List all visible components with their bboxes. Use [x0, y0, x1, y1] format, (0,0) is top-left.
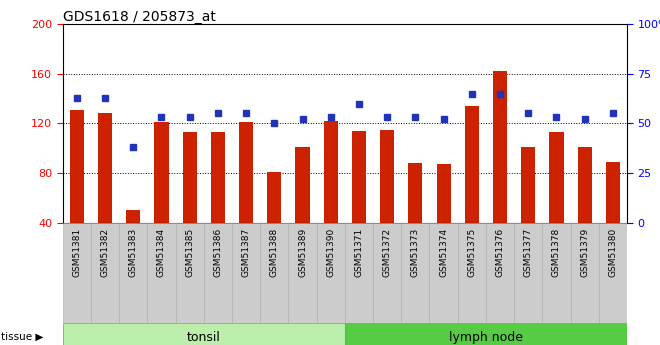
Bar: [211, 132, 225, 223]
Bar: [352, 131, 366, 223]
Bar: [98, 114, 112, 223]
Bar: [267, 172, 281, 223]
Bar: [345, 323, 627, 345]
Bar: [91, 223, 119, 323]
Bar: [296, 147, 310, 223]
Bar: [436, 164, 451, 223]
Bar: [176, 223, 204, 323]
Bar: [154, 122, 168, 223]
Text: lymph node: lymph node: [449, 331, 523, 344]
Bar: [578, 147, 592, 223]
Text: GDS1618 / 205873_at: GDS1618 / 205873_at: [63, 10, 216, 24]
Bar: [599, 223, 627, 323]
Bar: [63, 323, 345, 345]
Text: GSM51388: GSM51388: [270, 228, 279, 277]
Bar: [458, 223, 486, 323]
Text: GSM51374: GSM51374: [439, 228, 448, 277]
Text: GSM51383: GSM51383: [129, 228, 138, 277]
Bar: [70, 110, 84, 223]
Text: GSM51379: GSM51379: [580, 228, 589, 277]
Bar: [606, 162, 620, 223]
Text: GSM51380: GSM51380: [609, 228, 617, 277]
Bar: [486, 223, 514, 323]
Bar: [183, 132, 197, 223]
Text: GSM51375: GSM51375: [467, 228, 477, 277]
Text: GSM51378: GSM51378: [552, 228, 561, 277]
Text: GSM51385: GSM51385: [185, 228, 194, 277]
Bar: [543, 223, 570, 323]
Bar: [126, 210, 141, 223]
Text: tissue ▶: tissue ▶: [1, 332, 44, 342]
Bar: [401, 223, 430, 323]
Bar: [204, 223, 232, 323]
Text: GSM51387: GSM51387: [242, 228, 251, 277]
Bar: [493, 71, 507, 223]
Text: GSM51384: GSM51384: [157, 228, 166, 277]
Bar: [373, 223, 401, 323]
Bar: [288, 223, 317, 323]
Bar: [465, 106, 479, 223]
Text: GSM51376: GSM51376: [496, 228, 504, 277]
Bar: [409, 163, 422, 223]
Text: GSM51381: GSM51381: [73, 228, 81, 277]
Text: GSM51390: GSM51390: [326, 228, 335, 277]
Bar: [380, 129, 394, 223]
Bar: [63, 223, 91, 323]
Bar: [260, 223, 288, 323]
Bar: [521, 147, 535, 223]
Bar: [323, 121, 338, 223]
Bar: [239, 122, 253, 223]
Bar: [232, 223, 260, 323]
Text: tonsil: tonsil: [187, 331, 220, 344]
Text: GSM51371: GSM51371: [354, 228, 364, 277]
Bar: [119, 223, 147, 323]
Text: GSM51389: GSM51389: [298, 228, 307, 277]
Text: GSM51386: GSM51386: [213, 228, 222, 277]
Bar: [514, 223, 543, 323]
Bar: [570, 223, 599, 323]
Bar: [549, 132, 564, 223]
Text: GSM51372: GSM51372: [383, 228, 391, 277]
Bar: [147, 223, 176, 323]
Bar: [345, 223, 373, 323]
Bar: [430, 223, 458, 323]
Text: GSM51382: GSM51382: [100, 228, 110, 277]
Text: GSM51373: GSM51373: [411, 228, 420, 277]
Text: GSM51377: GSM51377: [524, 228, 533, 277]
Bar: [317, 223, 345, 323]
